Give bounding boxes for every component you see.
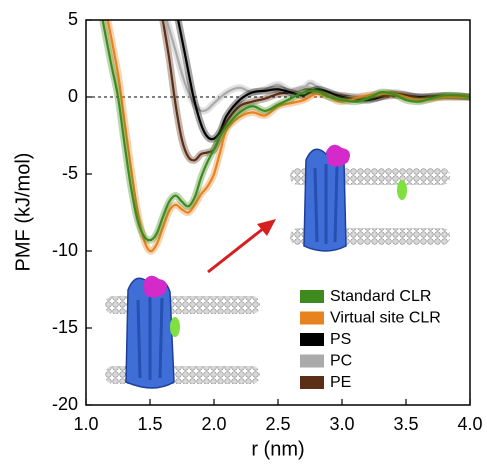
y-tick-label: 5 [68, 9, 78, 29]
x-tick-label: 2.0 [201, 414, 226, 434]
x-tick-label: 2.5 [265, 414, 290, 434]
x-tick-label: 3.5 [393, 414, 418, 434]
protein-helix [313, 164, 339, 244]
arrow [207, 219, 276, 274]
arrow-shaft [207, 226, 265, 274]
legend-swatch [300, 354, 324, 368]
cholesterol [397, 180, 407, 200]
y-tick-label: -5 [62, 163, 78, 183]
legend-label: PC [330, 353, 352, 370]
plot-area [86, 20, 470, 255]
y-tick-label: -15 [52, 317, 78, 337]
x-tick-label: 1.0 [73, 414, 98, 434]
legend-label: Virtual site CLR [330, 310, 441, 327]
x-tick-label: 4.0 [457, 414, 482, 434]
x-tick-label: 1.5 [137, 414, 162, 434]
legend-swatch [300, 376, 324, 389]
arrow-head [257, 219, 276, 236]
y-tick-label: -20 [52, 394, 78, 414]
cholesterol [170, 317, 180, 337]
legend-swatch [300, 333, 324, 346]
inset-snapshot [105, 275, 260, 389]
series-band [174, 20, 470, 143]
series-line [101, 20, 470, 242]
series-line [177, 20, 470, 141]
legend-swatch [300, 311, 324, 325]
series-line [106, 20, 470, 253]
protein-helix [136, 296, 164, 380]
legend-label: PE [330, 374, 351, 391]
legend-label: Standard CLR [330, 288, 431, 305]
ligand [143, 275, 167, 298]
series-band [99, 20, 470, 244]
y-axis-label: PMF (kJ/mol) [12, 153, 34, 272]
y-tick-label: -10 [52, 240, 78, 260]
legend-swatch [300, 290, 324, 303]
y-tick-label: 0 [68, 86, 78, 106]
ligand [326, 144, 350, 167]
legend-label: PS [330, 331, 351, 348]
x-tick-label: 3.0 [329, 414, 354, 434]
x-axis-label: r (nm) [251, 438, 304, 460]
inset-snapshot [290, 144, 450, 252]
